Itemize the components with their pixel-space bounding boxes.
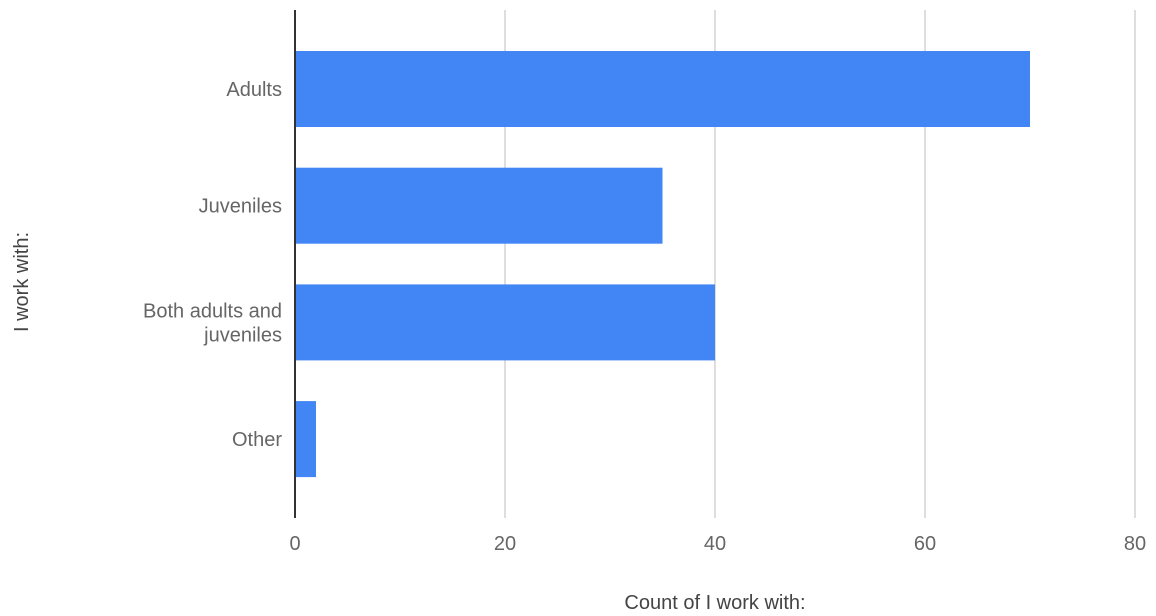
- y-tick-label: Both adults and juveniles: [143, 300, 282, 346]
- bar: [295, 401, 316, 478]
- x-tick-label: 40: [704, 533, 726, 555]
- bar: [295, 51, 1030, 127]
- x-tick-label: 20: [494, 533, 516, 555]
- y-tick-label: Juveniles: [199, 196, 282, 218]
- x-tick-label: 80: [1124, 533, 1146, 555]
- bars: [295, 51, 1030, 478]
- y-tick-label: Other: [232, 429, 282, 451]
- labels: 0 20 40 60 80 Adults Juveniles Both adults and j…: [143, 79, 1146, 555]
- x-tick-label: 0: [289, 533, 300, 555]
- x-tick-label: 60: [914, 533, 936, 555]
- y-tick-label: Adults: [226, 79, 282, 101]
- x-axis-title: Count of I work with:: [624, 592, 805, 614]
- y-axis-title: I work with:: [11, 232, 33, 332]
- bar: [295, 167, 663, 244]
- bar: [295, 284, 715, 361]
